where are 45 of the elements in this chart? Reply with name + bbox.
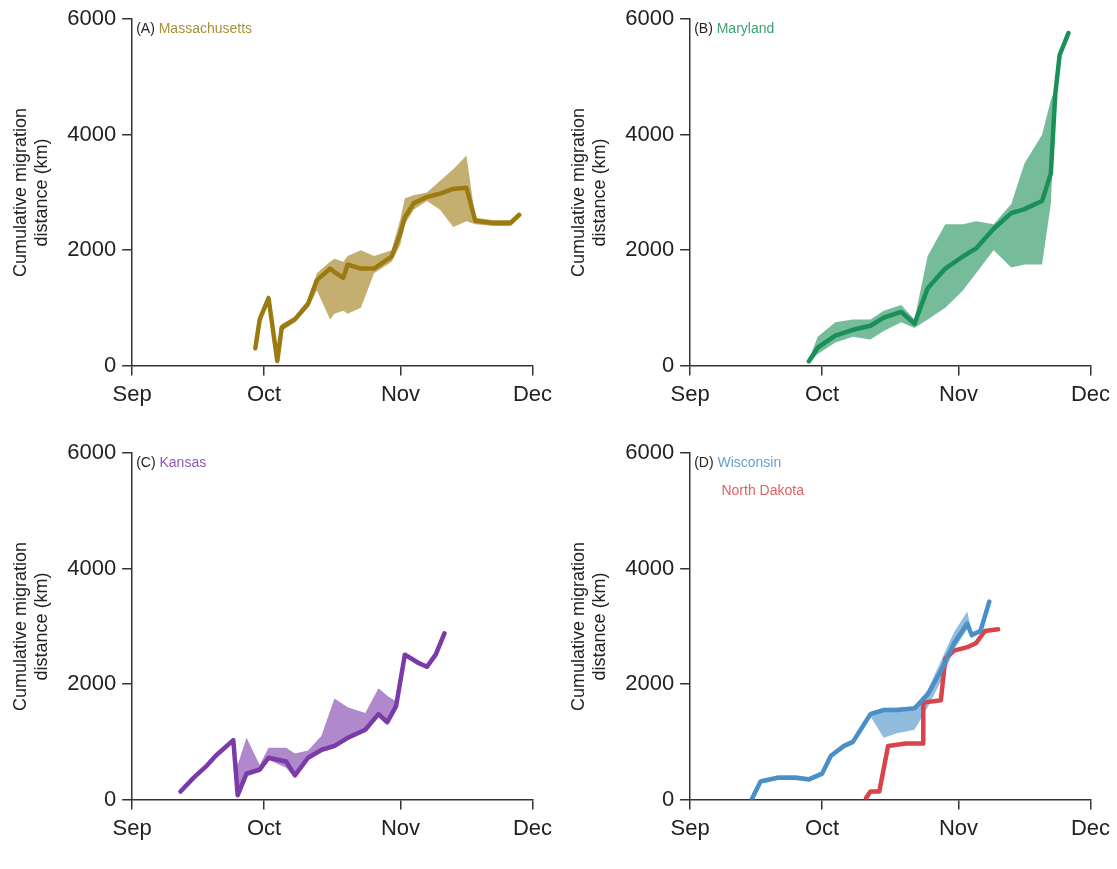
x-tick-label: Oct (246, 380, 282, 406)
chart-title: (D) (694, 454, 714, 471)
x-tick-label: Dec (1070, 380, 1110, 406)
x-tick-label: Nov (380, 814, 421, 840)
chart-title: (A) (136, 20, 155, 37)
x-tick-label: Oct (804, 814, 840, 840)
chart-title: (C) (136, 454, 156, 471)
y-axis-title: Cumulative migration distance (km) (9, 541, 52, 711)
text: Kansas (159, 454, 207, 471)
x-tick-label: Oct (246, 814, 282, 840)
text: North Dakota (721, 482, 805, 499)
y-axis-title: Cumulative migration distance (km) (9, 107, 52, 277)
x-tick-label: Dec (1070, 814, 1110, 840)
y-tick-label: 0 (103, 785, 117, 811)
x-tick-label: Sep (670, 814, 710, 840)
y-tick-label: 4000 (625, 120, 675, 146)
x-tick-label: Sep (112, 380, 152, 406)
x-tick-label: Nov (380, 380, 421, 406)
x-tick-label: Oct (804, 380, 840, 406)
x-tick-label: Nov (938, 380, 979, 406)
y-tick-label: 0 (661, 785, 675, 811)
y-tick-label: 4000 (67, 120, 117, 146)
y-tick-label: 0 (661, 351, 675, 377)
text: Massachusetts (158, 20, 253, 37)
y-axis-title: Cumulative migration distance (km) (567, 541, 610, 711)
y-tick-label: 4000 (625, 554, 675, 580)
chart-title: (B) (694, 20, 713, 37)
x-tick-label: Sep (112, 814, 152, 840)
x-tick-label: Dec (512, 380, 552, 406)
y-tick-label: 6000 (67, 5, 117, 31)
text: Wisconsin (717, 454, 782, 471)
y-tick-label: 6000 (625, 5, 675, 31)
y-tick-label: 2000 (67, 670, 117, 696)
y-tick-label: 6000 (67, 439, 117, 465)
text: Maryland (716, 20, 775, 37)
x-tick-label: Dec (512, 814, 552, 840)
y-tick-label: 2000 (67, 236, 117, 262)
x-tick-label: Sep (670, 380, 710, 406)
y-tick-label: 6000 (625, 439, 675, 465)
y-axis-title: Cumulative migration distance (km) (567, 107, 610, 277)
y-tick-label: 0 (103, 351, 117, 377)
y-tick-label: 2000 (625, 236, 675, 262)
y-tick-label: 4000 (67, 554, 117, 580)
y-tick-label: 2000 (625, 670, 675, 696)
x-tick-label: Nov (938, 814, 979, 840)
